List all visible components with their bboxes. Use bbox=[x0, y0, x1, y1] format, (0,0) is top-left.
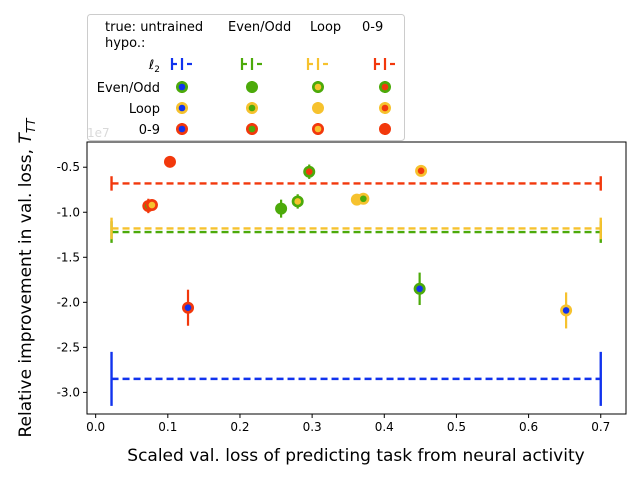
marker-inner bbox=[184, 304, 192, 312]
legend-glyph-0-9-l2 bbox=[176, 123, 188, 135]
legend-glyph-even-odd-l2 bbox=[176, 81, 188, 93]
marker-inner bbox=[178, 125, 186, 133]
legend-row-even-odd: Even/Odd bbox=[97, 81, 160, 96]
legend-row-loop: Loop bbox=[129, 102, 160, 117]
legend-header-even-odd: Even/Odd bbox=[228, 20, 291, 35]
baseline-0-9 bbox=[110, 176, 602, 191]
x-tick-label: 0.2 bbox=[230, 420, 249, 434]
marker-inner bbox=[148, 201, 156, 209]
x-tick-label: 0.1 bbox=[158, 420, 177, 434]
baselines bbox=[110, 176, 602, 406]
baseline-l2 bbox=[110, 351, 602, 406]
point-true-l2-hypo-loop bbox=[560, 292, 573, 329]
legend-l2-glyph-even-odd bbox=[240, 58, 262, 70]
point-true-0-9-hypo-loop bbox=[415, 164, 428, 177]
marker-inner bbox=[277, 205, 285, 212]
legend-glyph-even-odd-0-9 bbox=[379, 81, 391, 93]
marker-inner bbox=[294, 198, 301, 205]
x-tick-label: 0.6 bbox=[519, 420, 538, 434]
legend-row-l2: ℓ2 bbox=[148, 58, 160, 75]
baseline-loop bbox=[110, 217, 602, 240]
legend: true: untrained Even/Odd Loop 0-9 hypo.:… bbox=[87, 14, 405, 141]
baseline-even-odd bbox=[110, 221, 602, 243]
marker-inner bbox=[248, 83, 256, 91]
point-true-loop-hypo-0-9 bbox=[145, 199, 158, 212]
point-true-l2-hypo-0-9 bbox=[182, 289, 195, 326]
marker-inner bbox=[178, 83, 186, 91]
marker-inner bbox=[562, 307, 570, 314]
legend-header-0-9: 0-9 bbox=[362, 20, 383, 35]
x-tick-label: 0.3 bbox=[303, 420, 322, 434]
y-tick-label: -0.5 bbox=[57, 160, 80, 174]
y-tick-label: -3.0 bbox=[57, 385, 80, 399]
legend-row-0-9: 0-9 bbox=[139, 123, 160, 138]
point-true-0-9-hypo-0-9 bbox=[163, 155, 176, 168]
marker-inner bbox=[314, 83, 322, 91]
x-tick-label: 0.7 bbox=[591, 420, 610, 434]
marker-inner bbox=[360, 195, 367, 203]
legend-l2-glyph-0-9 bbox=[373, 58, 395, 70]
point-true-loop-hypo-even-odd bbox=[291, 194, 304, 209]
legend-row-title: hypo.: bbox=[105, 36, 145, 51]
y-tick-label: -2.0 bbox=[57, 295, 80, 309]
legend-header-loop: Loop bbox=[310, 20, 341, 35]
legend-l2-glyph-loop bbox=[306, 58, 328, 70]
y-axis-ticks: -0.5 -1.0 -1.5 -2.0 -2.5 -3.0 bbox=[57, 160, 87, 399]
x-axis-ticks: 0.0 0.1 0.2 0.3 0.4 0.5 0.6 0.7 bbox=[86, 414, 610, 434]
point-true-even-odd-hypo-even-odd bbox=[275, 199, 288, 218]
point-true-l2-hypo-even-odd bbox=[413, 272, 426, 306]
legend-glyph-loop-l2 bbox=[176, 102, 188, 114]
legend-glyph-0-9-loop bbox=[312, 123, 324, 135]
y-tick-label: -2.5 bbox=[57, 340, 80, 354]
legend-glyphs bbox=[170, 58, 395, 135]
marker-inner bbox=[314, 125, 322, 133]
x-axis-label: Scaled val. loss of predicting task from… bbox=[127, 446, 584, 466]
marker-inner bbox=[305, 168, 313, 176]
plot-area bbox=[86, 141, 627, 415]
x-tick-label: 0.4 bbox=[375, 420, 394, 434]
marker-inner bbox=[381, 83, 389, 91]
marker-inner bbox=[381, 104, 389, 112]
legend-glyph-0-9-0-9 bbox=[379, 123, 391, 135]
marker-inner bbox=[166, 158, 174, 166]
x-tick-label: 0.0 bbox=[86, 420, 105, 434]
y-tick-label: -1.5 bbox=[57, 250, 80, 264]
legend-glyph-loop-0-9 bbox=[379, 102, 391, 114]
marker-inner bbox=[417, 167, 425, 175]
marker-inner bbox=[178, 104, 186, 112]
marker-inner bbox=[416, 285, 423, 293]
y-tick-label: -1.0 bbox=[57, 205, 80, 219]
legend-glyph-0-9-even-odd bbox=[246, 123, 258, 135]
legend-frame bbox=[87, 14, 405, 141]
plot-frame bbox=[86, 141, 627, 415]
point-true-0-9-hypo-even-odd bbox=[303, 164, 316, 179]
marker-inner bbox=[381, 125, 389, 133]
legend-col-title: true: untrained bbox=[105, 20, 203, 35]
legend-glyph-loop-loop bbox=[312, 102, 324, 114]
point-true-even-odd-hypo-loop bbox=[357, 192, 370, 205]
x-tick-label: 0.5 bbox=[447, 420, 466, 434]
marker-inner bbox=[248, 125, 256, 133]
legend-glyph-even-odd-loop bbox=[312, 81, 324, 93]
y-axis-label: Relative improvement in val. loss, TTT bbox=[16, 117, 38, 438]
marker-inner bbox=[314, 104, 322, 112]
markers bbox=[142, 155, 573, 329]
marker-inner bbox=[248, 104, 256, 112]
legend-l2-glyph-l2 bbox=[170, 58, 192, 70]
legend-glyph-loop-even-odd bbox=[246, 102, 258, 114]
legend-glyph-even-odd-even-odd bbox=[246, 81, 258, 93]
